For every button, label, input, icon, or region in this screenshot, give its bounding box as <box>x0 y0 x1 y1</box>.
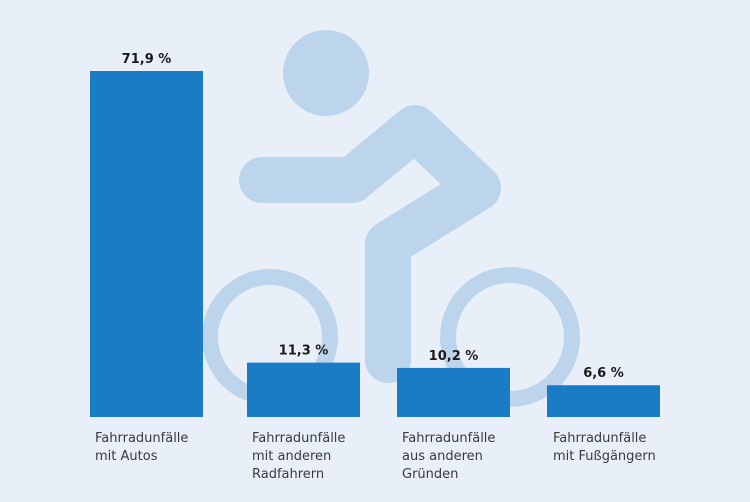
category-label-3-line-3: Gründen <box>402 467 458 482</box>
bar-4 <box>547 385 660 417</box>
category-label-3-line-1: Fahrradunfälle <box>402 431 495 446</box>
value-label-1: 71,9 % <box>122 52 172 67</box>
value-label-2: 11,3 % <box>279 344 329 359</box>
cyclist-icon <box>202 30 580 407</box>
bar-1 <box>90 71 203 417</box>
bar-3 <box>397 367 510 417</box>
category-label-2-line-1: Fahrradunfälle <box>252 431 345 446</box>
category-label-1-line-2: mit Autos <box>95 449 158 464</box>
category-label-2-line-3: Radfahrern <box>252 467 324 482</box>
value-label-4: 6,6 % <box>583 366 624 381</box>
bar-2 <box>247 362 360 417</box>
category-label-4-line-1: Fahrradunfälle <box>553 431 646 446</box>
category-label-1-line-1: Fahrradunfälle <box>95 431 188 446</box>
category-label-3-line-2: aus anderen <box>402 449 483 464</box>
category-label-2-line-2: mit anderen <box>252 449 331 464</box>
category-label-4-line-2: mit Fußgängern <box>553 449 656 464</box>
value-label-3: 10,2 % <box>429 349 479 364</box>
